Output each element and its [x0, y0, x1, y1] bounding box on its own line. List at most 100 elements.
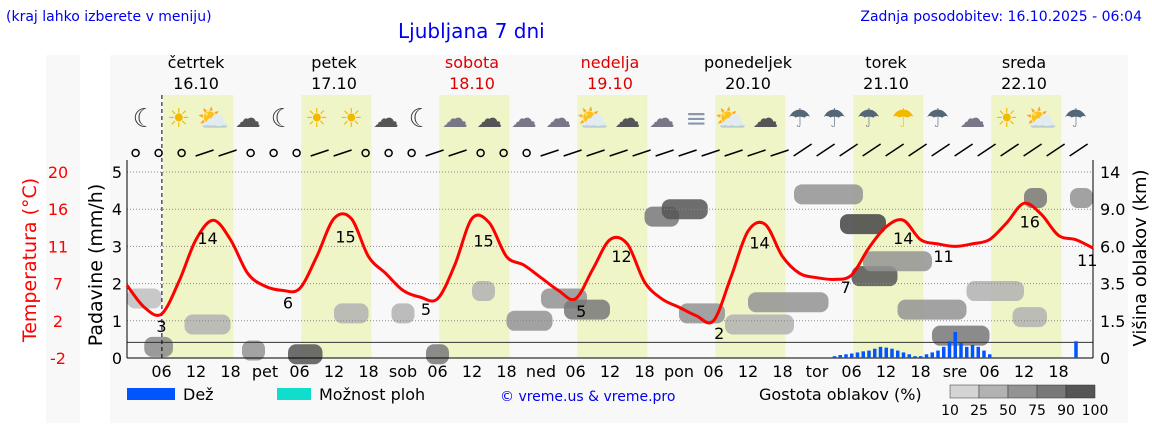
wind-barb-icon — [1000, 143, 1020, 157]
cloud-layer — [144, 336, 173, 357]
x-hour-tick: 18 — [910, 362, 930, 381]
cloud-height-tick: 14 — [1100, 163, 1120, 182]
cloud-moon-icon: ☁ — [373, 104, 399, 134]
temp-label: 7 — [841, 278, 851, 297]
x-hour-tick: 18 — [1048, 362, 1068, 381]
rain-bar — [988, 354, 992, 358]
rain-bar — [913, 356, 917, 358]
credit-link[interactable]: © vreme.us & vreme.pro — [500, 389, 675, 405]
wind-barb-icon — [609, 149, 628, 157]
wind-barb-icon — [770, 149, 789, 157]
showers-legend-label: Možnost ploh — [319, 385, 425, 404]
rain-axis-tick: 0 — [112, 349, 122, 368]
wind-calm-icon — [131, 148, 140, 158]
cloud-layer — [426, 344, 449, 365]
temp-axis-label: Temperatura (°C) — [19, 178, 41, 343]
temp-label: 16 — [1020, 212, 1040, 231]
region-hint[interactable]: (kraj lahko izberete v meniju) — [6, 9, 212, 25]
cloud-icon: ☁ — [545, 104, 571, 134]
wind-barb-icon — [954, 143, 974, 157]
rain-legend-label: Dež — [183, 385, 214, 404]
cloud-layer — [897, 299, 967, 320]
wind-calm-icon — [384, 148, 393, 158]
cloud-layer — [184, 314, 231, 335]
wind-barb-icon — [931, 143, 951, 157]
temp-axis-panel — [46, 55, 80, 423]
temp-label: 6 — [283, 293, 293, 312]
rain-axis-tick: 1 — [112, 312, 122, 331]
wind-barb-icon — [333, 149, 352, 157]
fog-sun-icon: ☀ — [995, 104, 1018, 134]
wind-barb-icon — [908, 143, 928, 157]
wind-barb-icon — [448, 149, 467, 157]
temp-label: 5 — [421, 300, 431, 319]
cloud-layer — [840, 214, 886, 235]
fog-sun-icon: ☀ — [167, 104, 190, 134]
rain-bar — [896, 350, 900, 358]
wind-calm-icon — [269, 148, 278, 158]
cloud-layer — [564, 299, 610, 320]
temp-label: 11 — [1077, 251, 1097, 270]
wind-barb-icon — [747, 149, 766, 157]
wind-barb-icon — [885, 143, 905, 157]
wind-barb-icon — [218, 149, 237, 157]
rain-bar — [953, 331, 957, 358]
x-day-tick: sre — [943, 362, 967, 381]
wind-barb-icon — [655, 149, 674, 157]
day-name: četrtek — [168, 53, 226, 72]
cloud-height-tick: 1.5 — [1100, 312, 1125, 331]
cloud-layer — [966, 281, 1024, 302]
x-hour-tick: 18 — [496, 362, 516, 381]
x-day-tick: pon — [664, 362, 694, 381]
x-hour-tick: 12 — [324, 362, 344, 381]
cloud-density-tick: 75 — [1028, 403, 1046, 419]
cloud-density-legend-title: Gostota oblakov (%) — [759, 385, 922, 404]
day-date: 18.10 — [449, 74, 495, 93]
wind-barb-icon — [839, 143, 859, 157]
wind-barb-icon — [862, 143, 882, 157]
rain-bar — [838, 355, 842, 358]
temp-axis-tick: 7 — [53, 275, 63, 294]
temperature-line — [125, 201, 1094, 325]
rain-bar — [982, 350, 986, 358]
cloud-layer — [242, 340, 265, 361]
day-name: sobota — [445, 53, 499, 72]
cloud-icon: ☁ — [511, 104, 537, 134]
rain-bar — [832, 356, 837, 358]
showers-legend-swatch — [277, 388, 311, 400]
wind-calm-icon — [476, 148, 485, 158]
wind-barb-icon — [586, 149, 605, 157]
day-date: 19.10 — [587, 74, 633, 93]
rain-bar — [936, 350, 940, 358]
x-day-tick: ned — [526, 362, 556, 381]
cloud-moon-icon: ☁ — [476, 104, 502, 134]
rain-bar — [907, 354, 911, 358]
cloud-density-swatch — [978, 384, 1009, 399]
rain-axis-tick: 4 — [112, 200, 122, 219]
moon-icon: ☾ — [133, 104, 156, 134]
cloud-layer — [932, 325, 990, 346]
sun-cloud-icon: ⛅ — [577, 104, 609, 134]
cloud-layer — [725, 314, 794, 335]
wind-barb-icon — [724, 149, 743, 157]
temp-label: 14 — [197, 229, 217, 248]
rain-bar — [855, 352, 860, 358]
chart-title: Ljubljana 7 dni — [398, 19, 545, 43]
day-date: 20.10 — [725, 74, 771, 93]
cloud-density-tick: 100 — [1082, 403, 1109, 419]
rain-bar — [947, 341, 952, 358]
temp-label: 14 — [893, 229, 913, 248]
x-day-tick: sob — [389, 362, 417, 381]
temp-label: 11 — [933, 247, 953, 266]
rain-bar — [890, 348, 894, 358]
day-name: petek — [311, 53, 357, 72]
wind-barb-icon — [816, 143, 836, 157]
rain-bar — [861, 351, 865, 358]
wind-calm-icon — [499, 148, 508, 158]
x-hour-tick: 06 — [979, 362, 999, 381]
cloud-moon-icon: ☁ — [235, 104, 261, 134]
cloud-density-swatch — [1007, 384, 1038, 399]
cloud-moon-icon: ☁ — [752, 104, 778, 134]
wind-barb-icon — [1046, 143, 1066, 157]
rain-bar — [976, 346, 980, 358]
